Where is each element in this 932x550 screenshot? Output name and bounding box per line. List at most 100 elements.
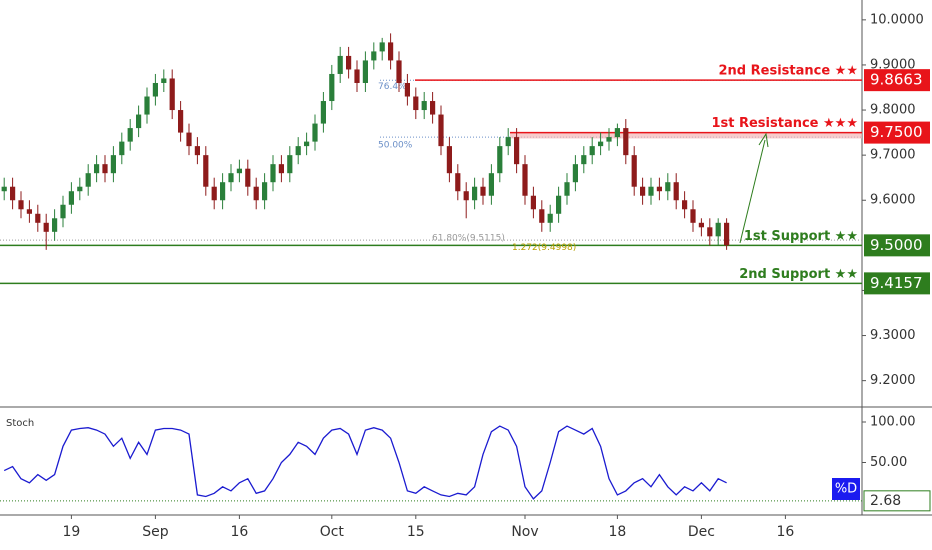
legend-entry: %D: [835, 482, 857, 497]
level-price-box: [864, 234, 930, 257]
candle-body: [1, 186, 7, 192]
candle-body: [589, 146, 595, 156]
candle-body: [35, 213, 41, 223]
candle-body: [337, 55, 343, 74]
x-tick-label: 16: [776, 524, 794, 540]
candle-body: [161, 78, 167, 83]
candle-body: [598, 141, 604, 147]
candle-body: [287, 155, 293, 174]
candle-body: [707, 227, 713, 237]
candle-body: [253, 186, 259, 201]
projection-arrow: [739, 139, 766, 244]
resistance-zone: [510, 132, 862, 139]
x-tick-label: 16: [230, 524, 248, 540]
level-price-label: 9.7500: [870, 123, 923, 141]
last-value-label: 2.68: [870, 493, 901, 509]
candle-body: [77, 186, 83, 192]
x-tick-label: 15: [407, 524, 425, 540]
arrow-head: [758, 132, 769, 148]
candle-body: [262, 182, 268, 201]
x-tick-label: 18: [608, 524, 626, 540]
candle-body: [514, 137, 520, 165]
candle-body: [52, 218, 58, 232]
candle-body: [673, 182, 679, 201]
indicator-y-tick-label: 100.00: [870, 415, 916, 430]
stoch-line: [3, 425, 727, 500]
legend-box: [832, 478, 860, 500]
candle-body: [10, 186, 16, 201]
candle-body: [295, 146, 301, 156]
candle-body: [203, 155, 209, 187]
candle-body: [497, 146, 503, 174]
candle-body: [94, 164, 100, 174]
candle-body: [556, 195, 562, 214]
candle-body: [530, 195, 536, 210]
candle-body: [136, 114, 142, 129]
candle-body: [505, 137, 511, 147]
candle-body: [698, 222, 704, 228]
y-tick-label: 10.0000: [870, 12, 924, 27]
indicator-title: Stoch: [6, 418, 34, 429]
candle-body: [421, 101, 427, 111]
candle-body: [396, 60, 402, 83]
candle-body: [270, 164, 276, 183]
candle-body: [346, 55, 352, 70]
level-name: 2nd Support ★★: [739, 267, 858, 282]
level-name: 1st Resistance ★★★: [711, 116, 858, 131]
candle-body: [211, 186, 217, 201]
candle-body: [656, 186, 662, 192]
candle-body: [68, 191, 74, 205]
candle-body: [379, 42, 385, 52]
candle-body: [463, 191, 469, 201]
candle-body: [354, 69, 360, 83]
candle-body: [472, 186, 478, 201]
level-price-label: 9.4157: [870, 274, 923, 292]
candle-body: [194, 146, 200, 156]
candle-body: [539, 209, 545, 223]
x-tick-label: 19: [62, 524, 80, 540]
candle-body: [102, 164, 108, 174]
candle-body: [220, 182, 226, 201]
candle-body: [18, 200, 24, 210]
level-price-box: [864, 69, 930, 92]
candle-body: [640, 186, 646, 196]
candle-body: [152, 82, 158, 97]
y-tick-label: 9.6000: [870, 193, 916, 208]
x-tick-label: Oct: [320, 524, 345, 540]
candle-body: [564, 182, 570, 196]
level-price-box: [864, 272, 930, 295]
candle-body: [446, 146, 452, 174]
candle-body: [236, 168, 242, 174]
candle-body: [85, 173, 91, 187]
candle-body: [186, 132, 192, 147]
candle-body: [312, 123, 318, 142]
candle-body: [682, 200, 688, 210]
candle-body: [228, 173, 234, 183]
candle-body: [606, 137, 612, 142]
candle-body: [43, 222, 49, 232]
x-tick-label: Nov: [511, 524, 538, 540]
level-name: 1st Support ★★: [744, 229, 858, 244]
candle-body: [304, 141, 310, 147]
fib-label: 1.272(9.4998): [512, 243, 576, 253]
candle-body: [413, 96, 419, 111]
candle-body: [614, 128, 620, 138]
candle-body: [665, 182, 671, 192]
candle-body: [245, 168, 251, 187]
level-name: 2nd Resistance ★★: [719, 64, 859, 79]
level-price-label: 9.8663: [870, 71, 923, 89]
candle-body: [60, 204, 66, 219]
candle-body: [547, 213, 553, 223]
candle-body: [278, 164, 284, 174]
candle-body: [648, 186, 654, 196]
candle-body: [572, 164, 578, 183]
candle-body: [110, 155, 116, 174]
fib-label: 76.4%: [378, 82, 407, 92]
candle-body: [690, 209, 696, 223]
fib-label: 50.00%: [378, 141, 413, 151]
candle-body: [715, 222, 721, 237]
candle-body: [724, 222, 730, 246]
candle-body: [388, 42, 394, 61]
candle-body: [371, 51, 377, 61]
